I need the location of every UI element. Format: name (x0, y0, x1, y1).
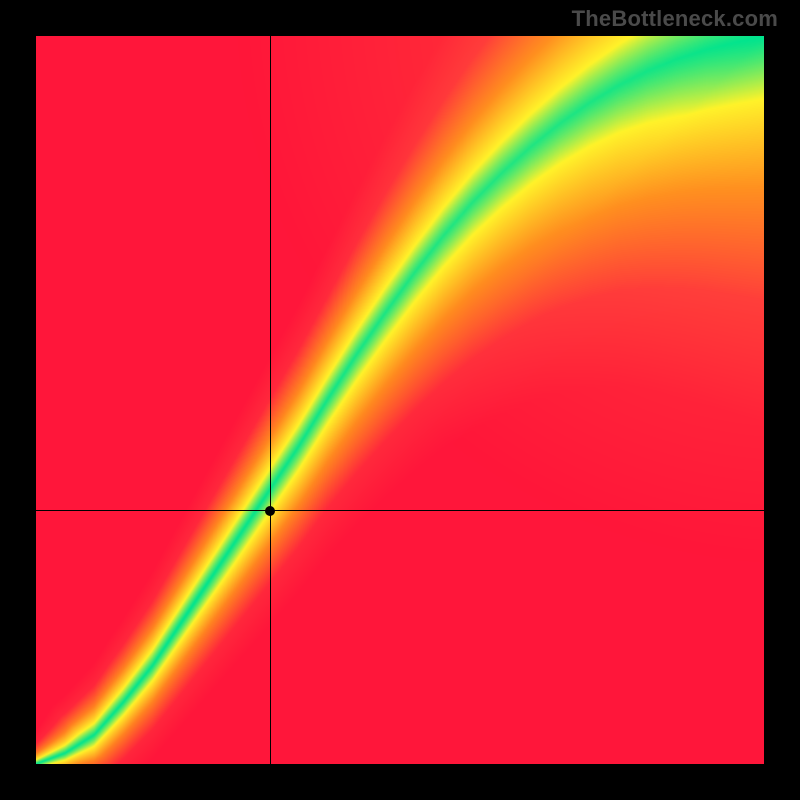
heatmap-canvas (36, 36, 764, 764)
chart-outer: TheBottleneck.com (0, 0, 800, 800)
crosshair-horizontal (36, 510, 764, 511)
heatmap-plot (36, 36, 764, 764)
data-point-marker (265, 506, 275, 516)
watermark-text: TheBottleneck.com (572, 6, 778, 32)
crosshair-vertical (270, 36, 271, 764)
